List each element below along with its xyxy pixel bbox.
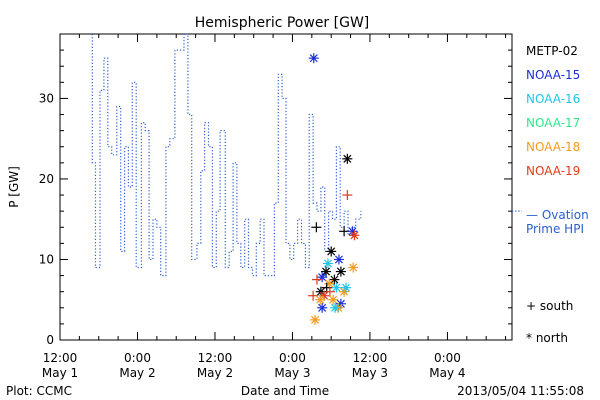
x-axis-label: Date and Time (241, 384, 329, 398)
south-marker (339, 226, 350, 237)
x-tick-date-label: May 2 (197, 366, 233, 380)
north-marker (330, 302, 341, 313)
south-marker (311, 222, 322, 233)
satellite-markers (308, 53, 360, 325)
north-marker (317, 302, 328, 313)
north-marker (335, 266, 346, 277)
x-tick-date-label: May 4 (429, 366, 465, 380)
legend-satellite-label: NOAA-16 (526, 92, 580, 106)
legend-satellite-label: NOAA-15 (526, 68, 580, 82)
x-tick-time-label: 12:00 (353, 351, 388, 365)
south-marker (311, 274, 322, 285)
legend-satellite-label: NOAA-19 (526, 164, 580, 178)
legend-satellite-label: NOAA-17 (526, 116, 580, 130)
north-marker (331, 282, 342, 293)
chart-title: Hemispheric Power [GW] (195, 15, 370, 31)
north-marker (328, 294, 339, 305)
x-tick-time-label: 12:00 (198, 351, 233, 365)
y-tick-label: 0 (46, 333, 54, 347)
north-marker (315, 294, 326, 305)
north-marker (341, 282, 352, 293)
x-tick-time-label: 0:00 (124, 351, 151, 365)
north-marker (322, 258, 333, 269)
south-marker (324, 286, 335, 297)
legend-ovation-label: Prime HPI (526, 222, 584, 236)
y-tick-label: 10 (39, 252, 54, 266)
ovation-series-line (91, 33, 362, 277)
north-marker (329, 274, 340, 285)
plot-timestamp: 2013/05/04 11:55:08 (457, 384, 584, 398)
y-axis-ticks: 0 10 20 30 (39, 33, 512, 347)
x-tick-date-label: May 1 (42, 366, 78, 380)
x-tick-date-label: May 3 (274, 366, 310, 380)
x-tick-date-label: May 2 (119, 366, 155, 380)
north-marker (333, 254, 344, 265)
legend-ovation-label: — Ovation (526, 208, 589, 222)
y-tick-label: 30 (39, 91, 54, 105)
south-marker (342, 190, 353, 201)
north-marker (335, 298, 346, 309)
plot-frame (59, 33, 513, 341)
north-marker (348, 262, 359, 273)
legend-satellite-label: NOAA-18 (526, 140, 580, 154)
north-marker (310, 314, 321, 325)
plot-credit: Plot: CCMC (6, 384, 72, 398)
x-tick-date-label: May 3 (352, 366, 388, 380)
south-marker (308, 290, 319, 301)
x-tick-time-label: 0:00 (434, 351, 461, 365)
legend-north-marker-label: * north (526, 331, 568, 345)
legend-south-marker-label: + south (526, 299, 573, 313)
north-marker (342, 153, 353, 164)
north-marker (349, 230, 360, 241)
x-tick-time-label: 0:00 (279, 351, 306, 365)
legend-satellite-label: METP-02 (526, 44, 578, 58)
y-tick-label: 20 (39, 172, 54, 186)
y-axis-label: P [GW] (7, 166, 21, 208)
x-tick-time-label: 12:00 (43, 351, 78, 365)
legend: METP-02 NOAA-15 NOAA-16 NOAA-17 NOAA-18 NOAA-… (512, 44, 589, 345)
north-marker (308, 53, 319, 64)
north-marker (321, 266, 332, 277)
north-marker (326, 246, 337, 257)
ovation-series (91, 33, 362, 277)
